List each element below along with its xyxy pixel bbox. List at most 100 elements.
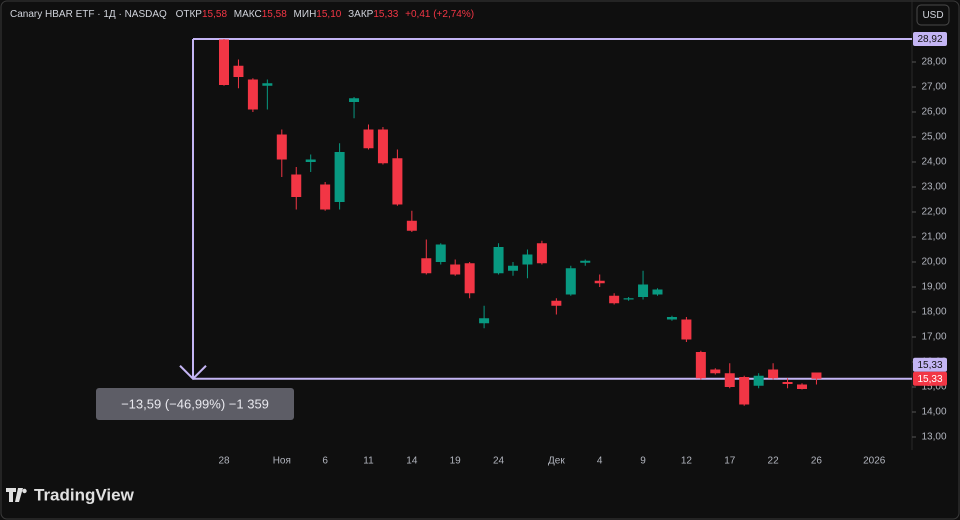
y-tick-label: 23,00	[921, 182, 946, 193]
measure-arrowhead	[179, 365, 207, 381]
stat-label: ОТКР	[176, 9, 203, 20]
candle-body	[768, 369, 779, 379]
price-tag-label: 15,33	[917, 374, 942, 385]
candle-body	[479, 318, 490, 324]
y-tick-label: 24,00	[921, 157, 946, 168]
candle-body	[464, 263, 475, 294]
candle-body	[508, 265, 518, 271]
candle-body	[782, 382, 793, 384]
candle-body	[262, 83, 273, 86]
candle-body	[536, 243, 547, 264]
price-tag-label: 28,92	[917, 34, 942, 45]
x-tick-label: 26	[811, 456, 823, 467]
candle-body	[666, 317, 677, 320]
stat-value: 15,10	[316, 9, 341, 20]
x-tick-label: 2026	[863, 456, 886, 467]
x-tick-label: 19	[450, 456, 462, 467]
y-tick-label: 28,00	[921, 57, 946, 68]
candle-body	[349, 98, 360, 102]
y-tick-label: 26,00	[921, 107, 946, 118]
candle-body	[681, 319, 692, 340]
candle-body	[392, 158, 403, 205]
candle-body	[652, 289, 663, 295]
candle-body	[580, 260, 591, 263]
y-tick-label: 13,00	[921, 432, 946, 443]
x-tick-label: 22	[768, 456, 780, 467]
candle-body	[291, 174, 302, 197]
stat-value: 15,58	[202, 9, 227, 20]
candle-body	[522, 254, 533, 265]
stat-label: ЗАКР	[348, 9, 374, 20]
candle-body	[493, 247, 504, 274]
price-tag	[913, 357, 947, 372]
candle-body	[334, 152, 345, 202]
x-tick-label: 9	[640, 456, 646, 467]
candle-body	[363, 129, 374, 149]
candle-body	[421, 258, 432, 274]
x-tick-label: 6	[322, 456, 328, 467]
y-tick-label: 27,00	[921, 82, 946, 93]
candle-body	[219, 39, 229, 85]
candle-body	[753, 375, 764, 386]
x-tick-label: 14	[406, 456, 418, 467]
logo-icon-dot	[22, 488, 27, 494]
logo-icon	[6, 488, 23, 502]
candle-body	[305, 159, 316, 162]
candle-body	[406, 220, 417, 231]
y-tick-label: 22,00	[921, 207, 946, 218]
stat-label: МАКС	[234, 9, 262, 20]
y-tick-label: 14,00	[921, 407, 946, 418]
y-tick-label: 20,00	[921, 257, 946, 268]
x-tick-label: Дек	[548, 456, 565, 467]
currency-button[interactable]	[916, 4, 950, 26]
candle-body	[247, 79, 258, 110]
header: Canary HBAR ETF · 1Д · NASDAQ ОТКР15,58 …	[10, 9, 474, 20]
currency-label[interactable]: USD	[922, 10, 943, 21]
y-tick-label: 21,00	[921, 232, 946, 243]
stat-value: 15,33	[373, 9, 398, 20]
candle-body	[638, 284, 649, 297]
x-tick-label: 11	[363, 456, 374, 467]
candle-body	[724, 373, 735, 387]
candle-body	[435, 244, 446, 262]
y-tick-label: 18,00	[921, 307, 946, 318]
x-tick-label: 24	[493, 456, 505, 467]
candle-body	[233, 65, 244, 77]
candle-body	[623, 298, 634, 300]
measure-label-box	[96, 388, 294, 420]
candle-body	[276, 134, 287, 160]
candle-body	[551, 300, 562, 306]
candle-body	[594, 280, 605, 284]
y-tick-label: 15,00	[921, 382, 946, 393]
price-tag-label: 15,33	[917, 360, 942, 371]
change: +0,41 (+2,74%)	[405, 9, 474, 20]
x-tick-label: 17	[724, 456, 736, 467]
x-tick-label: 28	[218, 456, 230, 467]
candle-body	[710, 369, 721, 374]
candle-body	[811, 372, 822, 379]
chart-title: Canary HBAR ETF · 1Д · NASDAQ	[10, 9, 167, 20]
x-tick-label: Ноя	[273, 456, 291, 467]
candle-body	[609, 295, 620, 304]
measure-label: −13,59 (−46,99%) −1 359	[121, 396, 269, 411]
candle-body	[377, 129, 388, 164]
candle-body	[739, 377, 750, 405]
stat-label: МИН	[294, 9, 317, 20]
candle-body	[320, 184, 331, 210]
candle-body	[450, 264, 461, 275]
logo: TradingView	[6, 485, 135, 504]
y-tick-label: 19,00	[921, 282, 946, 293]
brand: TradingView	[34, 485, 135, 504]
candle-body	[695, 352, 706, 379]
y-tick-label: 25,00	[921, 132, 946, 143]
price-tag	[913, 371, 947, 386]
price-tag	[913, 32, 947, 46]
x-tick-label: 12	[681, 456, 693, 467]
y-tick-label: 17,00	[921, 332, 946, 343]
x-tick-label: 4	[597, 456, 603, 467]
stat-value: 15,58	[262, 9, 287, 20]
